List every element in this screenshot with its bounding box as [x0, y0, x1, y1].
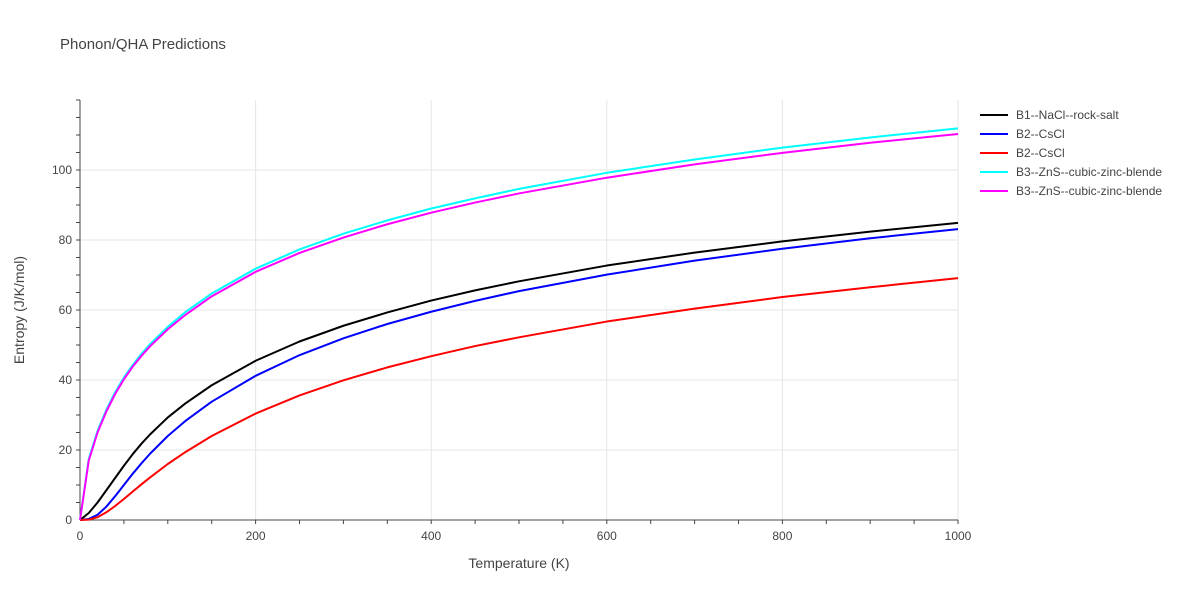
x-axis-label: Temperature (K): [468, 555, 569, 571]
y-tick-label: 0: [65, 513, 72, 527]
y-axis-label: Entropy (J/K/mol): [11, 256, 27, 364]
series-lines: [79, 127, 959, 521]
series-line-4: [79, 132, 959, 521]
legend-swatch: [980, 151, 1008, 154]
grid-lines: [80, 100, 959, 520]
series-line-1: [79, 228, 959, 521]
series-line-3: [79, 127, 959, 521]
x-tick-label: 1000: [945, 529, 972, 543]
legend-swatch: [980, 132, 1008, 135]
axes: [76, 99, 959, 524]
legend-item[interactable]: B2--CsCl: [980, 143, 1162, 162]
x-tick-label: 800: [772, 529, 792, 543]
x-tick-label: 400: [421, 529, 441, 543]
y-tick-label: 40: [59, 373, 73, 387]
series-line-0: [79, 221, 959, 521]
legend-item[interactable]: B3--ZnS--cubic-zinc-blende: [980, 162, 1162, 181]
legend-item[interactable]: B1--NaCl--rock-salt: [980, 105, 1162, 124]
y-tick-label: 100: [52, 163, 72, 177]
legend-label: B3--ZnS--cubic-zinc-blende: [1016, 183, 1163, 198]
legend-item[interactable]: B3--ZnS--cubic-zinc-blende: [980, 181, 1162, 200]
legend-label: B1--NaCl--rock-salt: [1016, 107, 1119, 122]
legend-swatch: [980, 170, 1008, 173]
y-tick-label: 60: [59, 303, 73, 317]
x-tick-label: 200: [246, 529, 266, 543]
x-tick-label: 600: [597, 529, 617, 543]
y-tick-label: 20: [59, 443, 73, 457]
legend-label: B2--CsCl: [1016, 126, 1065, 141]
tick-labels: 0 200 400 600 800 1000 0 20 40 60 80 100: [52, 163, 972, 543]
chart-title: Phonon/QHA Predictions: [60, 36, 226, 53]
x-tick-label: 0: [77, 529, 84, 543]
y-tick-label: 80: [59, 233, 73, 247]
legend: B1--NaCl--rock-salt B2--CsCl B2--CsCl B3--Z…: [980, 105, 1162, 200]
legend-label: B3--ZnS--cubic-zinc-blende: [1016, 164, 1163, 179]
legend-item[interactable]: B2--CsCl: [980, 124, 1162, 143]
legend-label: B2--CsCl: [1016, 145, 1065, 160]
series-line-2: [79, 277, 959, 521]
legend-swatch: [980, 189, 1008, 192]
legend-swatch: [980, 113, 1008, 116]
